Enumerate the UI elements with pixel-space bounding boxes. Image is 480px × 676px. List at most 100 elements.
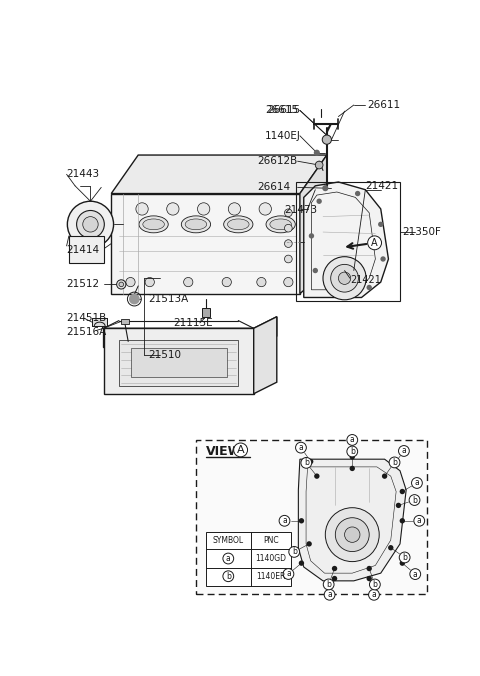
Text: a: a: [282, 516, 287, 525]
Text: 26615: 26615: [265, 105, 299, 116]
Text: a: a: [415, 479, 420, 487]
Circle shape: [259, 203, 271, 215]
Circle shape: [117, 280, 126, 289]
Circle shape: [331, 264, 359, 292]
Circle shape: [315, 161, 323, 169]
Text: 21115E: 21115E: [173, 318, 213, 328]
Circle shape: [126, 277, 135, 287]
Circle shape: [349, 466, 355, 471]
Circle shape: [369, 589, 379, 600]
Circle shape: [368, 236, 382, 249]
Text: 1140ER: 1140ER: [256, 572, 285, 581]
Text: PNC: PNC: [263, 536, 278, 546]
Text: 21473: 21473: [285, 206, 318, 216]
Polygon shape: [111, 193, 300, 293]
Bar: [202, 308, 210, 317]
Text: a: a: [327, 590, 332, 599]
Circle shape: [324, 589, 335, 600]
Circle shape: [136, 203, 148, 215]
Text: b: b: [226, 572, 231, 581]
Circle shape: [367, 576, 372, 581]
Circle shape: [410, 569, 420, 579]
Text: 21516A: 21516A: [67, 327, 107, 337]
Circle shape: [119, 282, 123, 287]
Circle shape: [396, 503, 401, 508]
Bar: [121, 319, 129, 324]
Circle shape: [323, 257, 366, 299]
Circle shape: [355, 191, 360, 196]
Circle shape: [285, 255, 292, 263]
Circle shape: [228, 203, 240, 215]
Circle shape: [129, 293, 140, 304]
Circle shape: [222, 277, 231, 287]
Circle shape: [367, 566, 372, 571]
Circle shape: [197, 203, 210, 215]
Circle shape: [67, 201, 114, 247]
Circle shape: [336, 518, 369, 552]
Circle shape: [223, 553, 234, 564]
Polygon shape: [300, 155, 327, 293]
Text: 21414: 21414: [67, 245, 100, 255]
Text: b: b: [304, 458, 309, 467]
Text: 21512: 21512: [67, 279, 100, 289]
Text: A: A: [237, 445, 244, 455]
Text: b: b: [292, 548, 297, 556]
Ellipse shape: [270, 219, 291, 230]
Circle shape: [347, 446, 358, 457]
Polygon shape: [69, 236, 104, 263]
Circle shape: [345, 527, 360, 542]
Text: 21443: 21443: [67, 169, 100, 179]
Polygon shape: [111, 155, 327, 193]
Text: VIEW: VIEW: [206, 445, 242, 458]
Circle shape: [349, 454, 355, 460]
Circle shape: [257, 277, 266, 287]
Polygon shape: [104, 329, 254, 393]
Circle shape: [398, 445, 409, 456]
Text: 1140GD: 1140GD: [255, 554, 286, 563]
Circle shape: [285, 224, 292, 232]
Polygon shape: [299, 459, 406, 581]
Text: 21451B: 21451B: [67, 313, 107, 323]
Circle shape: [388, 545, 394, 550]
Text: SYMBOL: SYMBOL: [213, 536, 244, 546]
Circle shape: [83, 216, 98, 232]
Circle shape: [306, 541, 312, 547]
Circle shape: [283, 569, 294, 579]
Circle shape: [380, 256, 386, 262]
Circle shape: [370, 579, 380, 590]
Circle shape: [411, 477, 422, 488]
Circle shape: [289, 546, 300, 557]
Text: b: b: [412, 496, 417, 504]
Text: a: a: [226, 554, 231, 563]
Text: b: b: [350, 447, 355, 456]
Circle shape: [167, 203, 179, 215]
Circle shape: [409, 495, 420, 506]
Polygon shape: [304, 182, 388, 297]
Circle shape: [400, 560, 405, 566]
Circle shape: [314, 149, 320, 155]
Circle shape: [301, 458, 312, 468]
Circle shape: [312, 268, 318, 273]
FancyBboxPatch shape: [196, 440, 427, 594]
Text: a: a: [299, 443, 303, 452]
Circle shape: [332, 576, 337, 581]
Text: b: b: [372, 580, 377, 589]
Ellipse shape: [266, 216, 295, 233]
Circle shape: [325, 508, 379, 562]
Circle shape: [367, 285, 372, 290]
Text: a: a: [286, 569, 291, 579]
Polygon shape: [131, 347, 227, 377]
Text: 21421: 21421: [365, 181, 398, 191]
Ellipse shape: [143, 219, 164, 230]
Polygon shape: [119, 340, 238, 386]
Text: a: a: [402, 446, 406, 456]
Circle shape: [378, 222, 384, 227]
Text: a: a: [350, 435, 355, 444]
Circle shape: [284, 277, 293, 287]
Circle shape: [299, 560, 304, 566]
Circle shape: [389, 457, 400, 468]
Circle shape: [391, 462, 396, 467]
Circle shape: [299, 518, 304, 523]
Text: 21350F: 21350F: [402, 227, 441, 237]
Text: 21513A: 21513A: [148, 294, 189, 304]
